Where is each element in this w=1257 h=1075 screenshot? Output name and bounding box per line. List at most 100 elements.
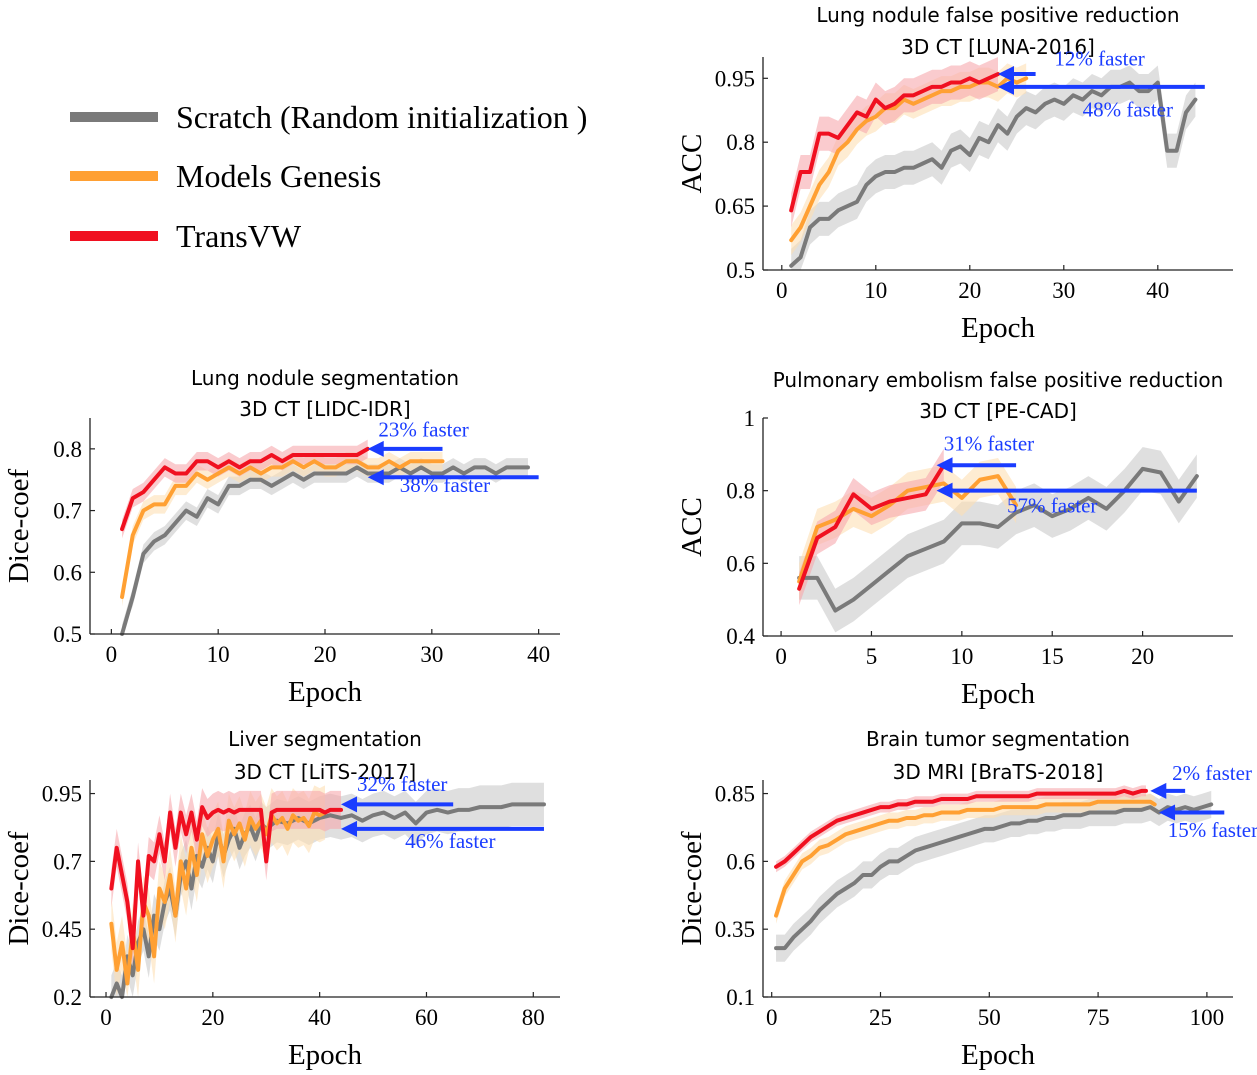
legend-item-scratch: Scratch (Random initialization ) (70, 97, 587, 137)
x-axis-label: Epoch (961, 1039, 1036, 1071)
chart-brats: Brain tumor segmentation 3D MRI [BraTS-20… (676, 727, 1257, 1071)
chart-luna: Lung nodule false positive reduction 3D C… (676, 3, 1233, 344)
x-tick-label: 20 (958, 278, 981, 303)
x-tick-label: 60 (415, 1005, 438, 1030)
x-tick-label: 25 (869, 1005, 892, 1030)
band-genesis (122, 451, 443, 607)
legend-item-transvw: TransVW (70, 216, 301, 256)
series-line-transvw (109, 805, 344, 951)
series-line-genesis (774, 799, 1157, 918)
chart-title: Lung nodule segmentation (191, 366, 459, 390)
legend-label-transvw: TransVW (176, 217, 302, 254)
annotation-label: 12% faster (1054, 47, 1144, 71)
chart-lits: Liver segmentation 3D CT [LiTS-2017] 0 20 40… (3, 727, 560, 1071)
y-tick-label: 0.6 (726, 551, 755, 576)
annotation-label: 48% faster (1083, 98, 1173, 122)
annotation-arrowhead (1159, 804, 1176, 821)
legend-swatch-scratch (70, 112, 158, 122)
x-tick-label: 10 (950, 644, 973, 669)
y-tick-label: 0.8 (53, 437, 82, 462)
band-scratch (799, 447, 1197, 633)
annotation-arrowhead (936, 457, 953, 474)
annotation-arrowhead (341, 820, 358, 837)
y-axis-label: ACC (676, 134, 708, 194)
y-tick-label: 0.1 (726, 985, 755, 1010)
series-line-transvw (789, 72, 1000, 213)
chart-subtitle: 3D CT [LIDC-IDR] (239, 397, 410, 421)
x-tick-label: 15 (1041, 644, 1064, 669)
x-tick-label: 100 (1190, 1005, 1225, 1030)
band-transvw (791, 57, 998, 228)
annotation-label: 2% faster (1172, 761, 1252, 785)
x-axis-label: Epoch (288, 1039, 363, 1071)
series-line-genesis (109, 810, 327, 986)
chart-subtitle: 3D MRI [BraTS-2018] (893, 760, 1104, 784)
chart-pecad: Pulmonary embolism false positive reduct… (676, 368, 1233, 710)
series-line-scratch (797, 466, 1199, 613)
y-axis-label: Dice-coef (676, 831, 708, 946)
chart-title: Lung nodule false positive reduction (816, 3, 1179, 27)
series-line-transvw (797, 463, 946, 591)
x-tick-label: 20 (314, 642, 337, 667)
x-axis-label: Epoch (961, 678, 1036, 710)
y-tick-label: 0.85 (715, 782, 755, 807)
chart-lidc: Lung nodule segmentation 3D CT [LIDC-IDR]… (3, 366, 560, 708)
legend-label-scratch: Scratch (Random initialization ) (176, 98, 588, 135)
y-tick-label: 0.7 (53, 499, 82, 524)
series-line-scratch (774, 802, 1214, 951)
series-line-genesis (797, 474, 1019, 584)
band-transvw (776, 785, 1146, 873)
series-line-scratch (789, 80, 1198, 268)
x-tick-label: 0 (766, 1005, 778, 1030)
x-tick-label: 40 (308, 1005, 331, 1030)
series-line-transvw (774, 788, 1148, 869)
y-tick-label: 0.8 (726, 479, 755, 504)
x-tick-label: 10 (207, 642, 230, 667)
legend-swatch-transvw (70, 231, 158, 241)
legend-item-genesis: Models Genesis (70, 156, 381, 196)
annotation-label: 46% faster (405, 829, 495, 853)
y-tick-label: 0.6 (726, 849, 755, 874)
y-tick-label: 0.2 (53, 985, 82, 1010)
x-tick-label: 50 (978, 1005, 1001, 1030)
chart-subtitle: 3D CT [LUNA-2016] (901, 35, 1095, 59)
y-tick-label: 0.95 (715, 66, 755, 91)
x-axis-label: Epoch (961, 312, 1036, 344)
y-tick-label: 0.95 (42, 782, 82, 807)
band-scratch (122, 458, 528, 634)
chart-title: Liver segmentation (228, 727, 422, 751)
annotation-label: 31% faster (944, 432, 1034, 456)
x-tick-label: 30 (420, 642, 443, 667)
x-tick-label: 0 (106, 642, 118, 667)
y-axis-label: Dice-coef (3, 469, 35, 584)
series-line-genesis (120, 459, 445, 599)
annotation-label: 15% faster (1168, 818, 1257, 842)
chart-subtitle: 3D CT [PE-CAD] (919, 399, 1077, 423)
x-tick-label: 0 (776, 278, 788, 303)
annotation-arrowhead (341, 796, 358, 813)
x-axis-label: Epoch (288, 676, 363, 708)
series-line-scratch (109, 802, 546, 999)
x-tick-label: 5 (866, 644, 878, 669)
annotation-arrowhead (998, 78, 1014, 95)
y-tick-label: 0.6 (53, 560, 82, 585)
annotation-label: 23% faster (378, 418, 468, 442)
x-tick-label: 0 (100, 1005, 112, 1030)
annotation-arrowhead (1150, 782, 1167, 799)
y-tick-label: 0.4 (726, 624, 755, 649)
legend-label-genesis: Models Genesis (176, 157, 382, 194)
y-tick-label: 0.65 (715, 194, 755, 219)
x-tick-label: 80 (522, 1005, 545, 1030)
y-tick-label: 0.35 (715, 917, 755, 942)
annotation-label: 57% faster (1007, 493, 1097, 517)
annotation-label: 38% faster (400, 473, 490, 497)
annotation-arrowhead (367, 469, 384, 486)
series-line-transvw (120, 446, 370, 532)
y-axis-label: Dice-coef (3, 831, 35, 946)
annotation-arrowhead (936, 482, 953, 499)
x-tick-label: 20 (1131, 644, 1154, 669)
chart-subtitle: 3D CT [LiTS-2017] (234, 760, 416, 784)
x-tick-label: 40 (1146, 278, 1169, 303)
series-line-genesis (789, 76, 1029, 243)
